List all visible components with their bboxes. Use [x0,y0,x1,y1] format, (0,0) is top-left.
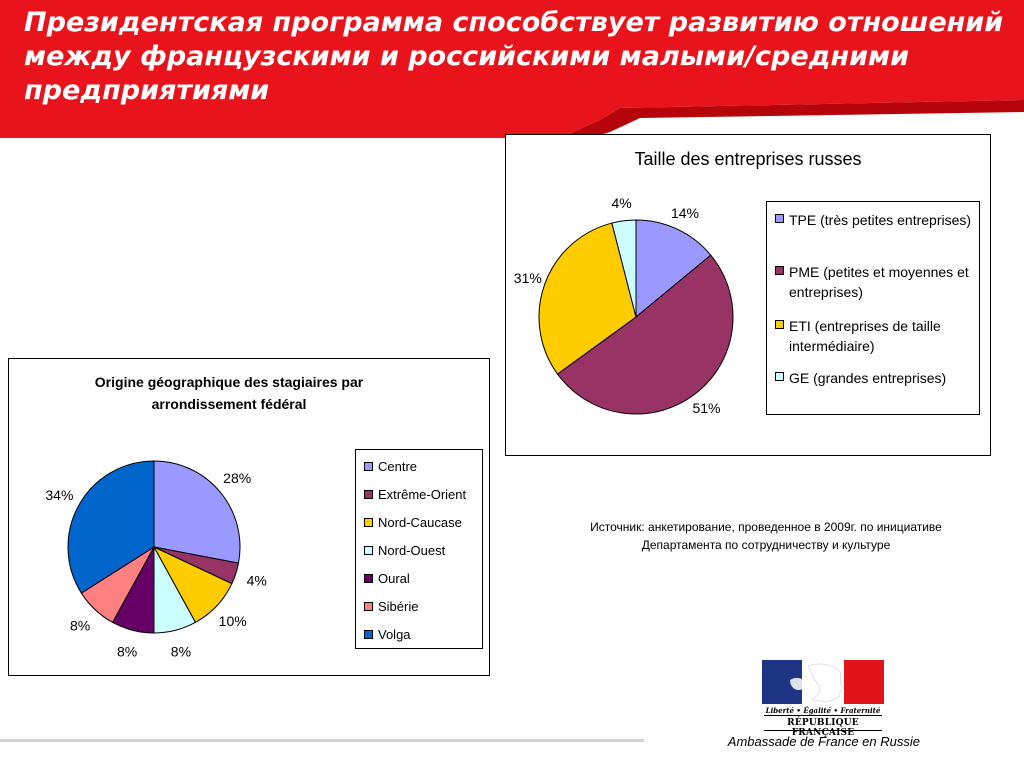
footer-divider [0,739,644,742]
pie-value-label-nord-ouest: 8% [171,644,191,660]
source-note-line-2: Департамента по сотрудничеству и культур… [641,538,891,552]
pie-value-label-extreme-orient: 4% [247,572,267,588]
pie-slice-ge-grandes-entreprises [611,219,637,318]
chart-title: Taille des entreprises russes [634,149,862,169]
pie-value-label-tpe-tres-petites-entreprises: 14% [671,205,699,221]
page-title: Президентская программа способствует раз… [24,7,1004,106]
legend-label-extreme-orient: Extrême-Orient [378,487,467,502]
pie-value-label-volga: 34% [45,487,73,503]
pie-slice-centre [153,460,241,564]
legend-swatch-ge [775,372,784,381]
chart-legend: TPE (très petites entreprises) PME (peti… [766,201,980,415]
pie-slice-tpe-tres-petites-entreprises [635,219,712,319]
legend-swatch-siberie [364,602,373,611]
chart-trainee-origin: Origine géographique des stagiaires par … [8,358,490,676]
pie-value-label-siberie: 8% [70,618,90,634]
chart-title: Origine géographique des stagiaires par … [94,374,364,412]
pie-company-size: 14% 51% 31% 4% [514,195,734,416]
legend-swatch-nord-caucase [364,518,373,527]
chart-legend: Centre Extrême-Orient Nord-Caucase Nord-… [355,449,483,649]
source-note-line-1: Источник: анкетирование, проведенное в 2… [590,520,942,534]
pie-value-label-ge-grandes-entreprises: 4% [611,195,631,211]
source-note: Источник: анкетирование, проведенное в 2… [546,518,986,554]
pie-slice-volga [67,460,155,594]
pie-value-label-oural: 8% [117,644,137,660]
legend-swatch-pme [775,266,784,275]
embassy-name: Ambassade de France en Russie [727,734,920,749]
pie-value-label-nord-caucase: 10% [219,613,247,629]
legend-label-nord-caucase: Nord-Caucase [378,515,462,530]
pie-slice-pme-petites-et-moyennes-et-entreprises [556,254,734,415]
header-band-shadow [560,100,1024,138]
legend-swatch-oural [364,574,373,583]
legend-label-nord-ouest: Nord-Ouest [378,543,446,558]
marianne-flag-icon [762,660,884,704]
pie-value-label-centre: 28% [223,470,251,486]
pie-slice-eti-entreprises-de-taille-intermediaire [538,222,637,375]
legend-swatch-volga [364,630,373,639]
header-band-red [0,0,1024,138]
legend-label-oural: Oural [378,571,410,586]
republique-francaise-logo: Liberté • Égalité • Fraternité RÉPUBLIQU… [762,660,884,740]
legend-swatch-eti [775,320,784,329]
pie-trainee-origin: 28% 4% 10% 8% 8% 8% 34% [45,460,267,660]
legend-label-ge: GE (grandes entreprises) [789,370,947,386]
logo-rule-top [764,715,882,716]
legend-label-volga: Volga [378,627,411,642]
logo-rule-bottom [764,730,882,731]
logo-motto: Liberté • Égalité • Fraternité [765,706,881,715]
legend-label-siberie: Sibérie [378,599,419,614]
legend-label-tpe: TPE (très petites entreprises) [789,212,972,228]
legend-label-pme: PME (petites et moyennes et entreprises) [789,264,969,300]
legend-swatch-nord-ouest [364,546,373,555]
legend-swatch-extreme-orient [364,490,373,499]
header-band [0,0,1024,138]
legend-swatch-tpe [775,214,784,223]
logo-republic-text: RÉPUBLIQUE FRANÇAISE [787,718,859,738]
pie-value-label-pme-petites-et-moyennes-et-entreprises: 51% [692,400,720,416]
legend-label-eti: ETI (entreprises de taille intermédiaire… [789,318,941,354]
legend-swatch-centre [364,462,373,471]
legend-label-centre: Centre [378,459,418,474]
pie-value-label-eti-entreprises-de-taille-intermediaire: 31% [514,270,542,286]
chart-company-size: Taille des entreprises russes 14% 51% 31% 4… [505,134,991,456]
